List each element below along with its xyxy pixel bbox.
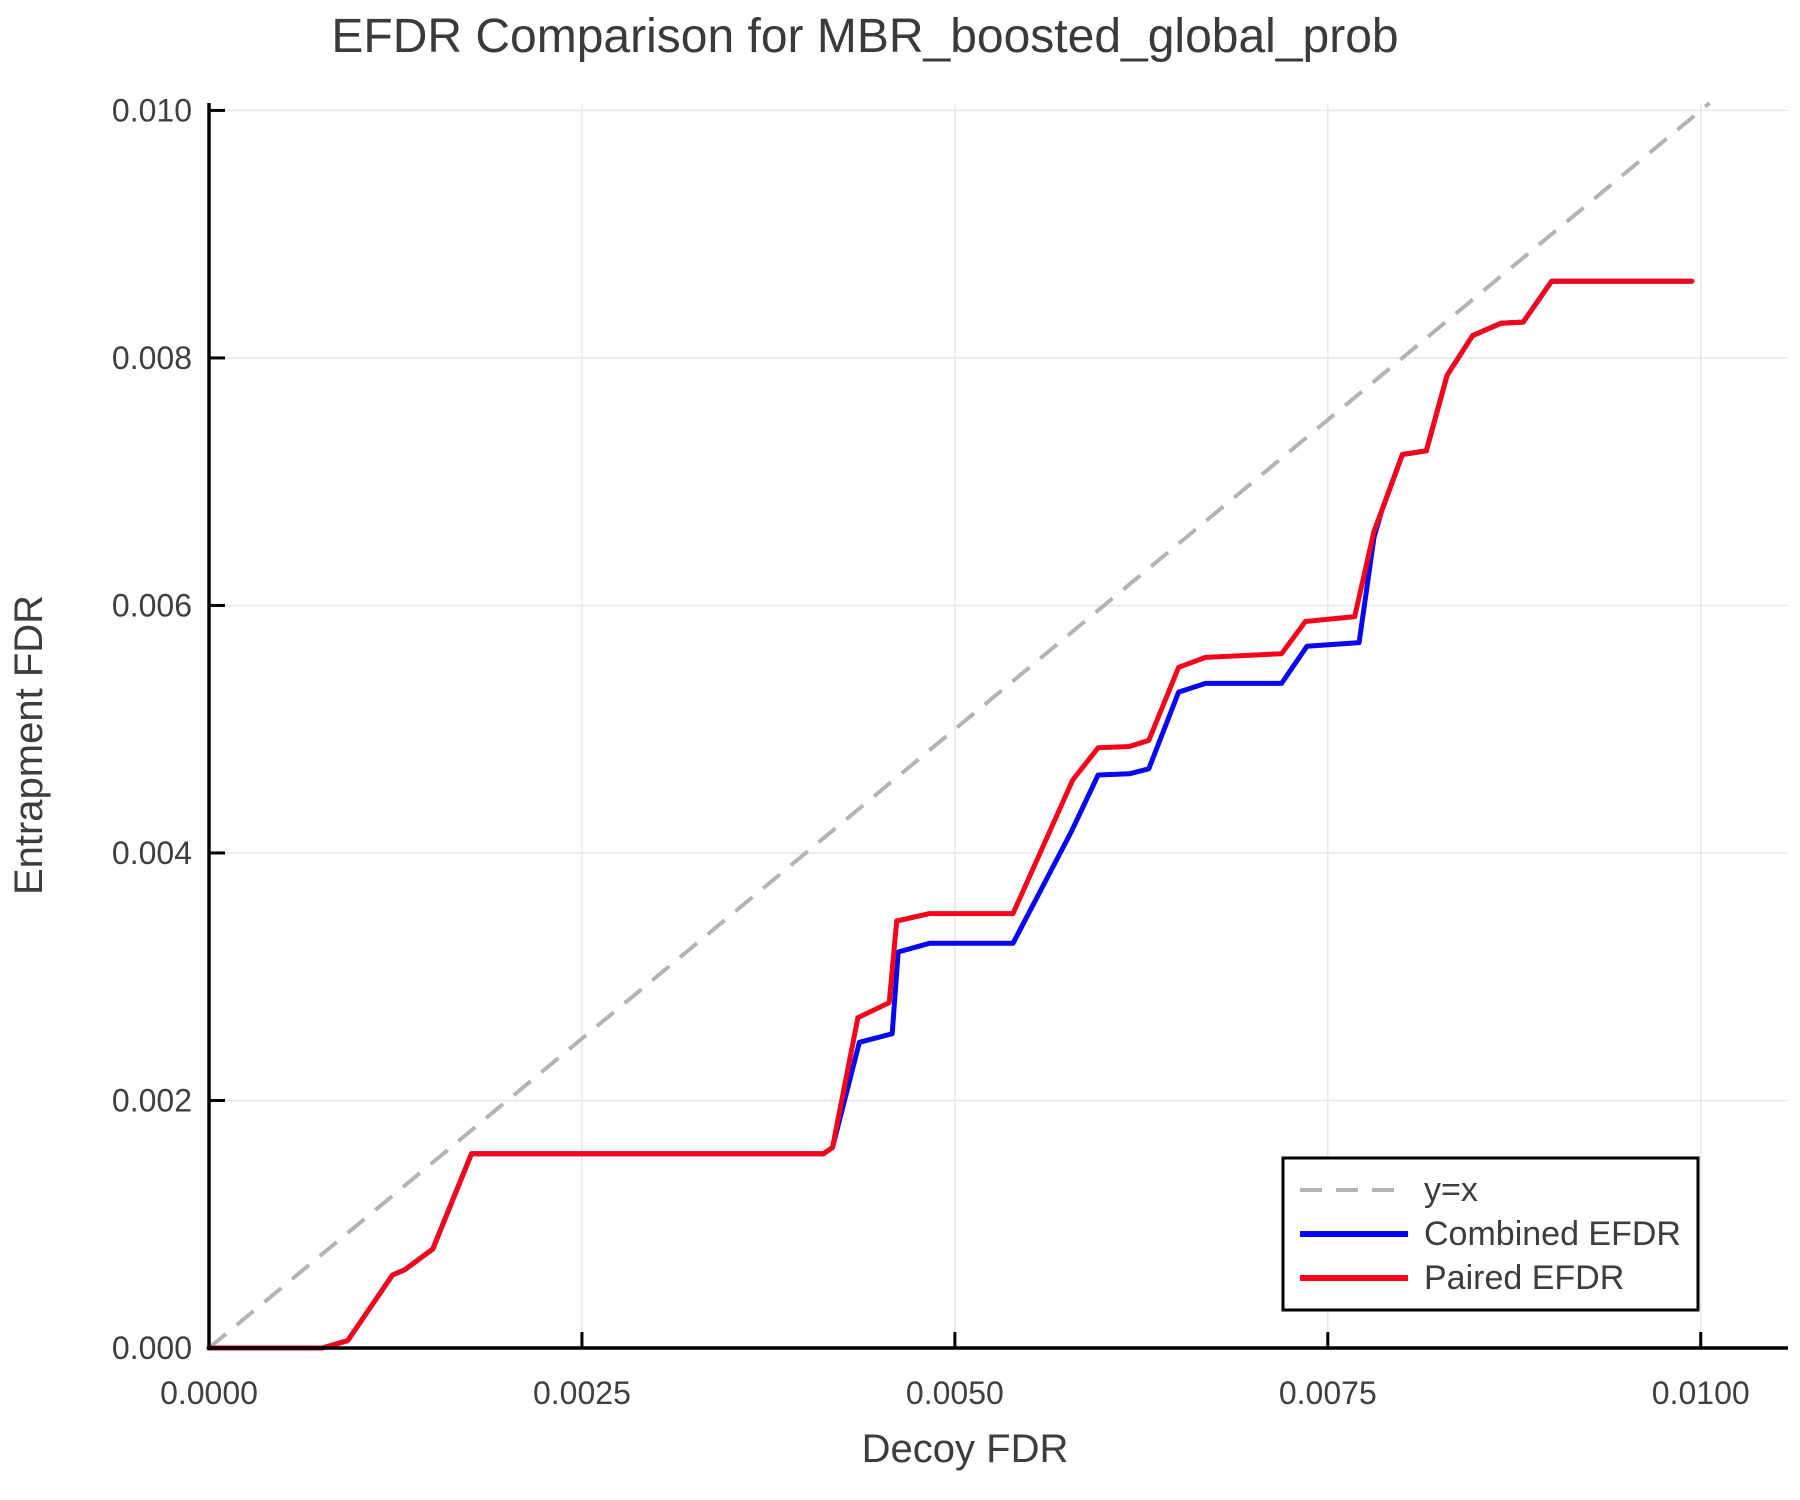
x-tick-label: 0.0075	[1279, 1375, 1377, 1411]
axes-spines	[207, 103, 1788, 1350]
x-tick-label: 0.0050	[906, 1375, 1004, 1411]
legend: y=x Combined EFDR Paired EFDR	[1281, 1156, 1700, 1312]
gridlines-group	[209, 103, 1788, 1348]
series-group	[206, 101, 1711, 1351]
x-tick-label: 0.0000	[160, 1375, 258, 1411]
y-tick-label: 0.002	[112, 1082, 192, 1118]
y-tick-label: 0.000	[112, 1330, 192, 1366]
y-tick-label: 0.006	[112, 587, 192, 623]
y-tick-label: 0.010	[112, 92, 192, 128]
y-tick-label: 0.008	[112, 340, 192, 376]
x-axis-label: Decoy FDR	[862, 1427, 1069, 1471]
x-ticks-group: 0.0000 0.0025 0.0050 0.0075 0.0100	[160, 1332, 1750, 1411]
paired-efdr-line	[206, 278, 1695, 1351]
y-tick-label: 0.004	[112, 835, 192, 871]
yx-reference-line	[207, 101, 1711, 1350]
chart-title: EFDR Comparison for MBR_boosted_global_p…	[331, 10, 1398, 63]
x-tick-label: 0.0100	[1652, 1375, 1750, 1411]
legend-label-paired: Paired EFDR	[1424, 1259, 1624, 1297]
y-axis-label: Entrapment FDR	[7, 595, 51, 895]
legend-label-combined: Combined EFDR	[1424, 1215, 1681, 1253]
x-tick-label: 0.0025	[533, 1375, 631, 1411]
legend-label-yx: y=x	[1424, 1171, 1478, 1209]
y-ticks-group: 0.000 0.002 0.004 0.006 0.008 0.010	[112, 92, 225, 1366]
